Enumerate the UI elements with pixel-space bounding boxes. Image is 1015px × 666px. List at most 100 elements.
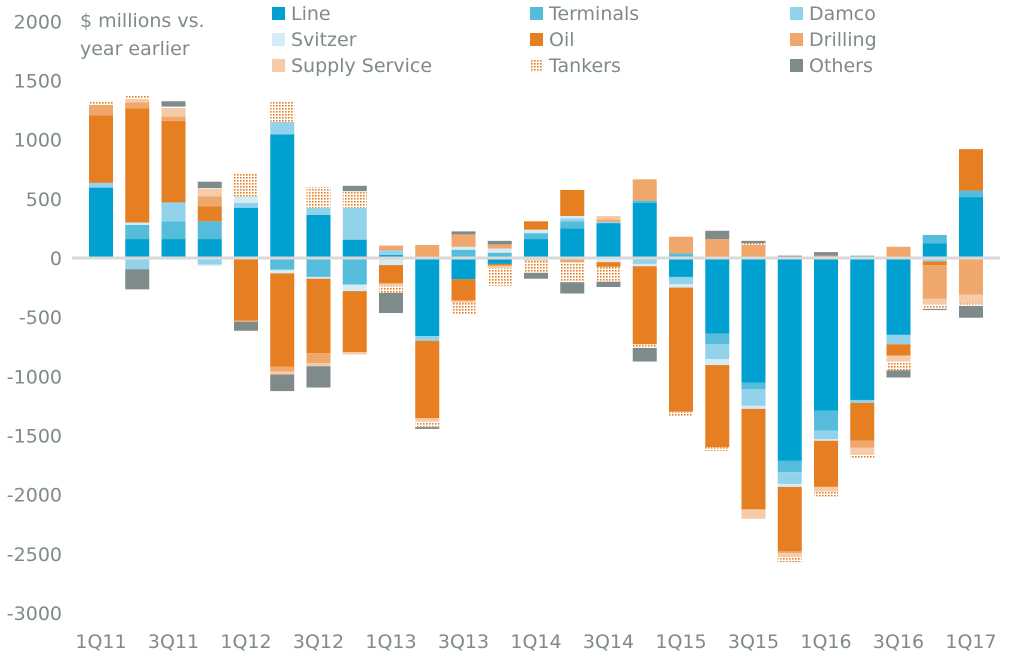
bar-segment-svitzer-4Q11: [197, 264, 222, 266]
bar-segment-damco-4Q11: [197, 258, 222, 265]
bar-segment-drilling-1Q13: [379, 245, 403, 251]
bar-segment-damco-1Q13: [379, 250, 403, 256]
bar-segment-oil-4Q16: [922, 261, 947, 266]
bar-segment-damco-3Q12: [306, 207, 331, 215]
x-tick-label: 1Q11: [75, 631, 126, 653]
bar-1Q17: [959, 149, 983, 318]
bar-segment-supply-service-3Q13: [451, 300, 476, 303]
x-tick-label: 1Q14: [510, 631, 561, 653]
bar-segment-supply-service-1Q14: [524, 259, 548, 261]
x-tick-label: 3Q13: [438, 631, 489, 653]
bar-segment-terminals-1Q15: [669, 253, 693, 258]
legend-swatch: [530, 7, 543, 20]
bar-segment-damco-3Q15: [741, 389, 766, 406]
legend-swatch: [272, 33, 285, 46]
bar-segment-oil-2Q13: [415, 340, 440, 419]
bar-4Q13: [487, 240, 512, 286]
bar-segment-tankers-1Q13: [379, 285, 403, 293]
bar-segment-oil-1Q16: [814, 440, 838, 487]
bar-segment-others-4Q11: [197, 181, 222, 189]
legend-item-svitzer: Svitzer: [272, 29, 357, 51]
bar-segment-terminals-2Q12: [270, 258, 295, 270]
x-tick-label: 3Q12: [293, 631, 344, 653]
bar-segment-tankers-1Q11: [89, 100, 113, 105]
bar-4Q16: [922, 234, 947, 311]
legend-item-others: Others: [790, 55, 873, 77]
bar-segment-damco-4Q15: [777, 472, 802, 484]
bar-2Q11: [125, 95, 150, 290]
bar-segment-tankers-2Q14: [560, 262, 585, 283]
bar-segment-line-1Q11: [89, 187, 113, 258]
bar-segment-others-1Q17: [959, 305, 983, 318]
x-tick-label: 3Q11: [148, 631, 199, 653]
bar-segment-tankers-3Q16: [886, 361, 911, 371]
bar-segment-others-4Q12: [342, 185, 367, 192]
bar-segment-svitzer-1Q15: [669, 284, 693, 288]
bar-1Q14: [524, 221, 548, 279]
bar-segment-svitzer-4Q12: [342, 284, 367, 292]
legend-label: Others: [809, 55, 873, 77]
bar-segment-line-1Q16: [814, 258, 838, 411]
bar-segment-others-3Q13: [451, 231, 476, 235]
legend: Line Terminals Damco Svitzer Oil Drilling Supp…: [272, 3, 877, 77]
bar-segment-damco-1Q11: [89, 182, 113, 188]
bar-segment-drilling-4Q16: [922, 265, 947, 299]
legend-swatch: [272, 59, 285, 72]
legend-swatch: [790, 7, 803, 20]
bar-3Q13: [451, 231, 476, 315]
bar-segment-drilling-1Q12: [234, 320, 258, 322]
bar-segment-drilling-2Q14: [560, 258, 585, 263]
bar-1Q11: [89, 100, 113, 260]
bar-segment-supply-service-3Q14: [596, 216, 621, 220]
bar-segment-damco-2Q12: [270, 121, 295, 135]
bar-segment-others-2Q11: [125, 269, 150, 290]
y-tick-label: 500: [26, 189, 62, 211]
bar-segment-supply-service-2Q13: [415, 418, 440, 422]
bar-segment-others-4Q14: [632, 347, 657, 362]
bar-segment-tankers-4Q16: [922, 304, 947, 309]
bar-segment-drilling-4Q13: [487, 244, 512, 249]
bar-1Q12: [234, 174, 258, 331]
y-tick-label: -500: [19, 307, 62, 329]
bar-1Q16: [814, 252, 838, 497]
bar-4Q15: [777, 255, 802, 563]
bar-segment-terminals-4Q14: [632, 200, 657, 203]
bar-segment-damco-2Q16: [850, 399, 875, 403]
bar-segment-damco-4Q16: [922, 258, 947, 262]
bar-segment-oil-3Q16: [886, 344, 911, 356]
bar-2Q14: [560, 189, 585, 294]
bar-segment-damco-1Q12: [234, 202, 258, 208]
bar-segment-supply-service-4Q15: [777, 553, 802, 558]
bar-segment-others-1Q16: [814, 252, 838, 256]
bar-segment-others-1Q13: [379, 292, 403, 314]
y-tick-label: 1500: [14, 71, 62, 93]
bar-segment-others-4Q13: [487, 240, 512, 245]
y-axis-title-line2: year earlier: [80, 38, 190, 60]
bar-segment-terminals-1Q14: [524, 233, 548, 240]
bar-segment-tankers-4Q15: [777, 557, 802, 563]
bar-segment-svitzer-3Q13: [451, 246, 476, 250]
bar-segment-tankers-1Q15: [669, 411, 693, 417]
x-tick-label: 1Q16: [800, 631, 851, 653]
bar-segment-line-2Q12: [270, 134, 295, 258]
bar-segment-oil-3Q14: [596, 262, 621, 267]
bar-segment-tankers-2Q11: [125, 95, 150, 99]
bar-segment-oil-3Q12: [306, 278, 331, 354]
bar-segment-damco-2Q11: [125, 258, 150, 270]
bar-segment-drilling-2Q16: [850, 440, 875, 448]
legend-item-terminals: Terminals: [530, 3, 639, 25]
bar-segment-line-1Q15: [669, 258, 693, 277]
bar-segment-oil-2Q16: [850, 402, 875, 441]
y-tick-label: -1000: [7, 366, 62, 388]
bar-segment-line-4Q16: [922, 243, 947, 258]
bar-segment-oil-2Q14: [560, 189, 585, 217]
bar-segment-tankers-2Q12: [270, 101, 295, 122]
bar-segment-tankers-3Q14: [596, 266, 621, 282]
bar-segment-supply-service-2Q16: [850, 447, 875, 455]
bar-segment-line-1Q17: [959, 197, 983, 258]
x-axis: 1Q11 3Q11 1Q12 3Q12 1Q13 3Q13 1Q14 3Q14 1Q15 3Q15…: [75, 631, 996, 653]
bar-segment-line-3Q14: [596, 223, 621, 258]
bar-segment-terminals-4Q12: [342, 258, 367, 285]
bar-segment-terminals-3Q15: [741, 382, 766, 390]
